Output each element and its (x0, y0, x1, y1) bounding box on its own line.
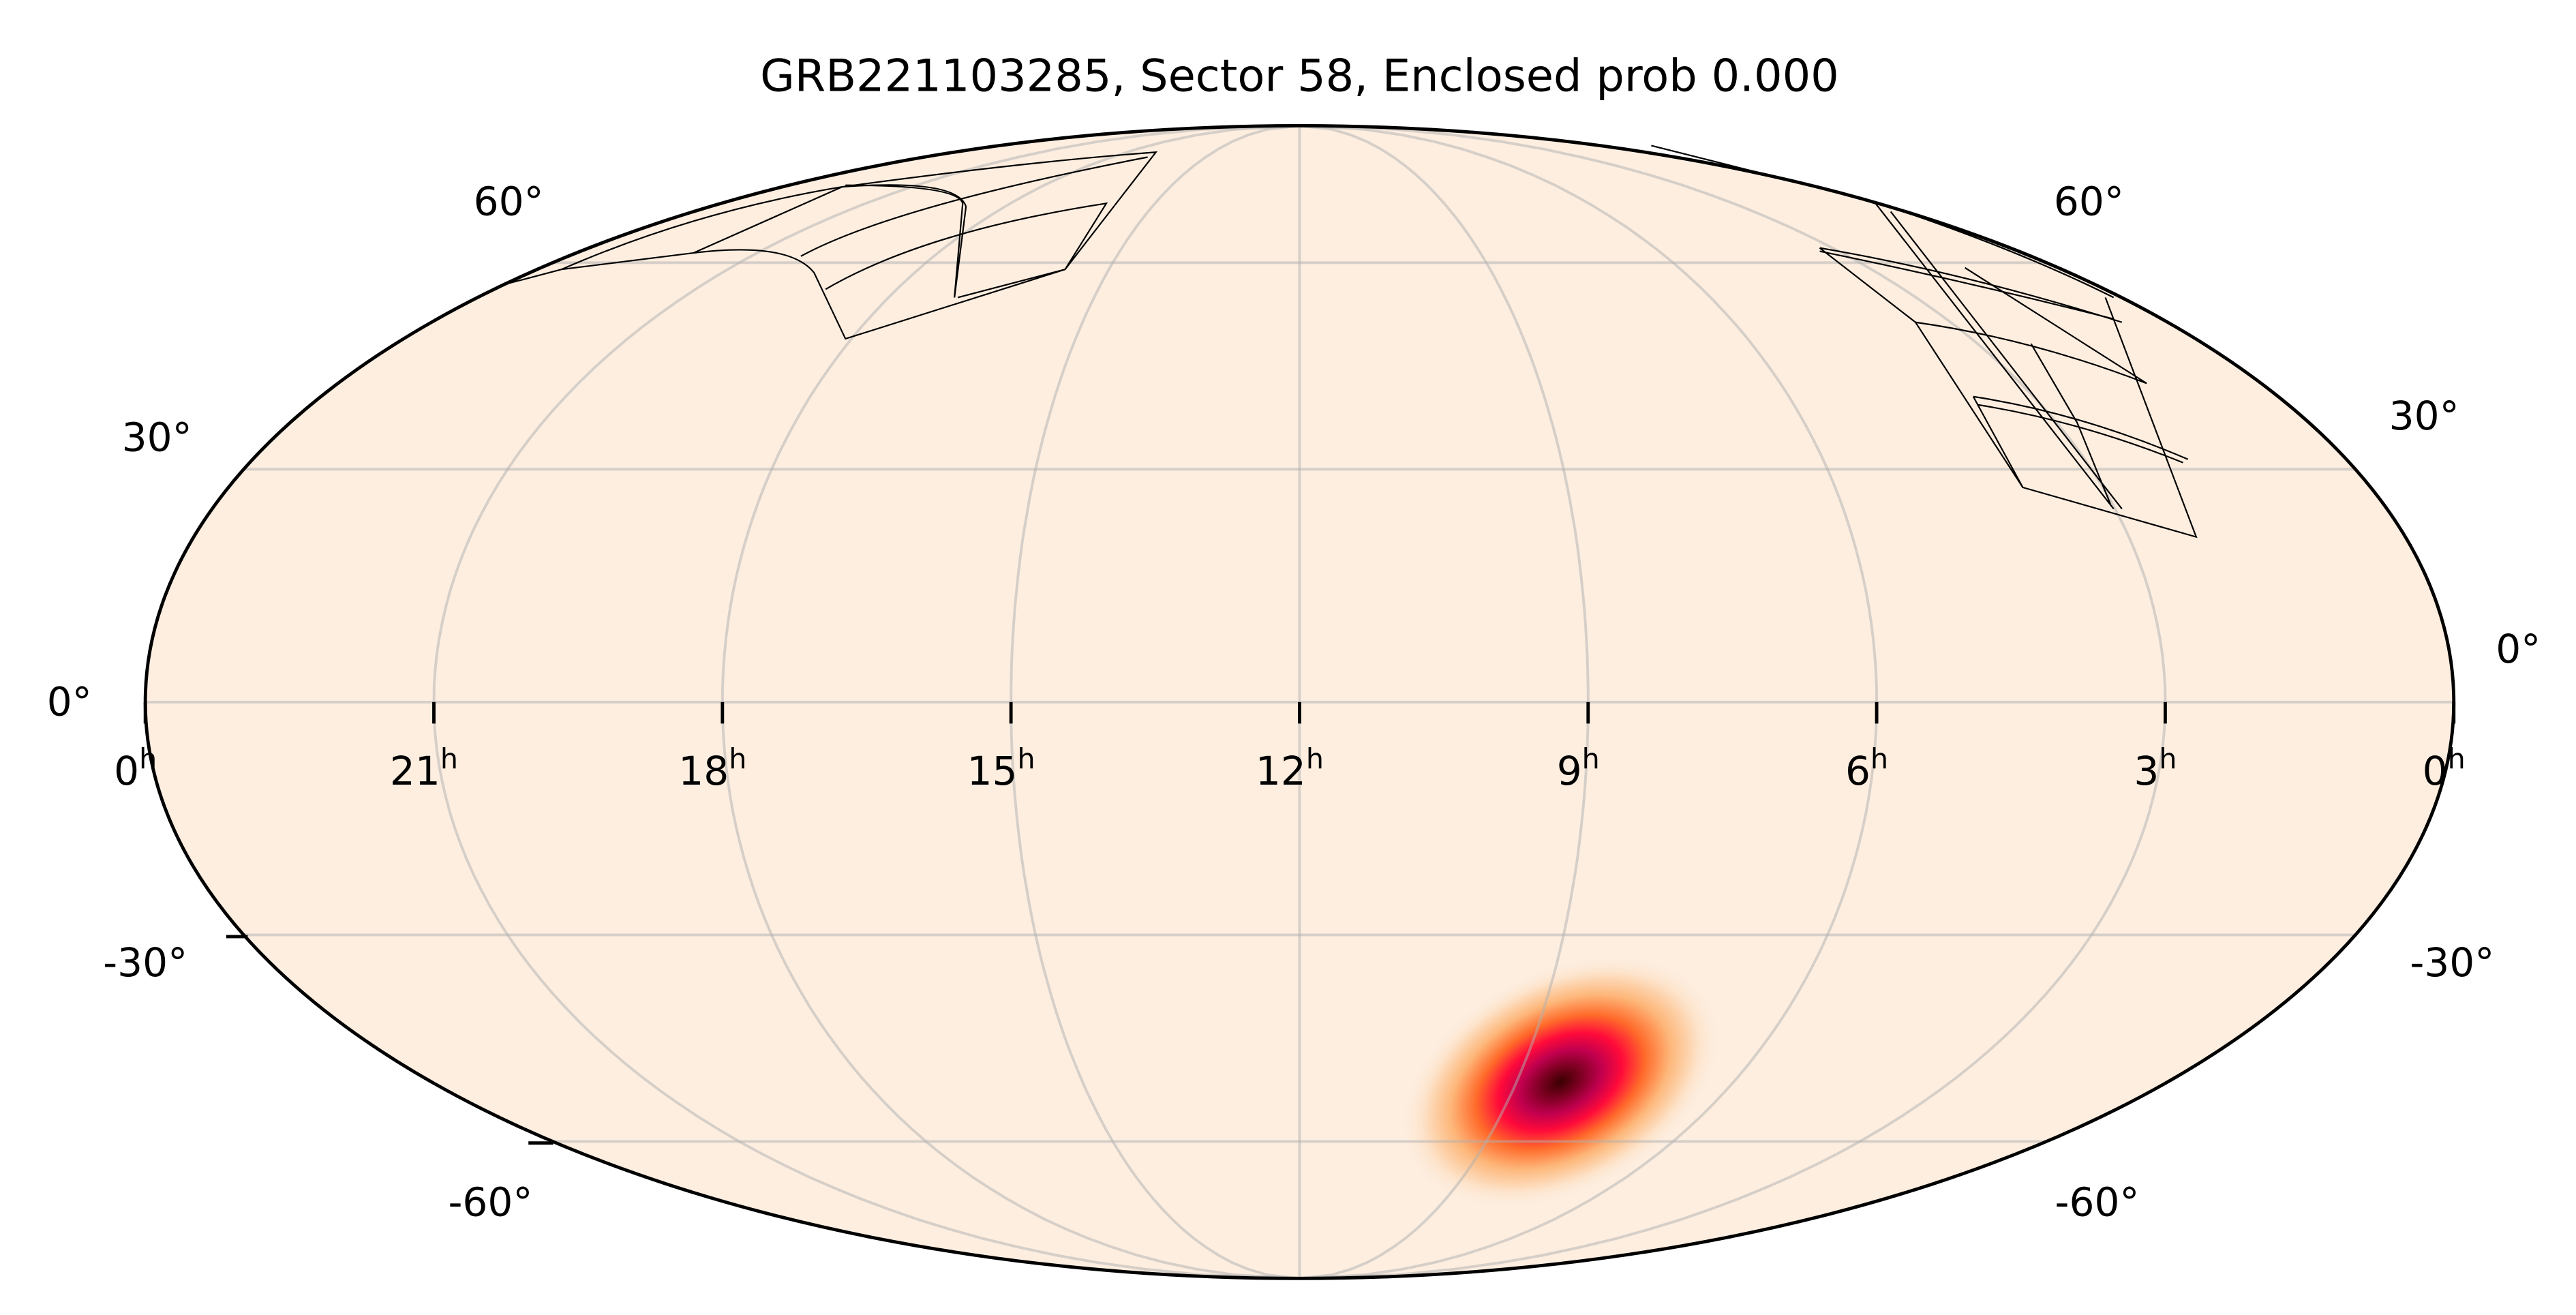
ra-unit: h (2448, 742, 2466, 775)
footprint-outline (1819, 250, 2114, 320)
dec-tick-label-right: -30° (2410, 939, 2494, 986)
dec-tick-label-right: 30° (2389, 393, 2459, 439)
ra-unit: h (139, 742, 157, 775)
footprint-outline (825, 202, 1108, 290)
ra-unit: h (729, 742, 746, 775)
footprint-outline (2030, 343, 2111, 504)
ra-tick-label: 0h (2423, 742, 2466, 794)
ra-unit: h (1582, 742, 1600, 775)
tess-footprint (498, 145, 2198, 539)
footprint-outline (1973, 395, 2189, 460)
footprint-outline (1978, 404, 2183, 464)
dec-tick-label-right: 60° (2054, 178, 2124, 224)
ra-unit: h (1306, 742, 1324, 775)
dec-tick-label-right: 0° (2496, 626, 2541, 672)
footprint-outline (1890, 211, 2123, 510)
chart-title: GRB221103285, Sector 58, Enclosed prob 0… (760, 50, 1839, 102)
footprint-outline (498, 151, 1158, 340)
dec-tick-label-left: 60° (474, 178, 544, 224)
ra-unit: h (2159, 742, 2177, 775)
footprint-outline (1915, 321, 2147, 384)
ra-unit: h (1018, 742, 1035, 775)
probability-blob (1398, 953, 1723, 1211)
ra-tick-label: 0h (114, 742, 157, 794)
ra-unit: h (1870, 742, 1888, 775)
footprint-outline (1965, 267, 2147, 384)
footprint-outline (1873, 201, 2115, 510)
dec-tick-label-left: 0° (47, 678, 92, 725)
footprint-outline (1819, 247, 2024, 488)
footprint-outline (800, 156, 1148, 257)
footprint-outline (845, 184, 964, 298)
dec-tick-label-left: 30° (122, 414, 192, 461)
dec-tick-label-right: -60° (2055, 1179, 2139, 1225)
dec-tick-label-left: -60° (448, 1179, 532, 1225)
footprint-outline (1972, 297, 2198, 539)
footprint-outline (561, 184, 967, 298)
footprint-outline (957, 269, 1065, 299)
footprint-outline (1819, 247, 2123, 323)
ra-unit: h (440, 742, 458, 775)
dec-tick-label-left: -30° (103, 939, 187, 986)
ra-tick-label: 9h (1557, 742, 1600, 794)
